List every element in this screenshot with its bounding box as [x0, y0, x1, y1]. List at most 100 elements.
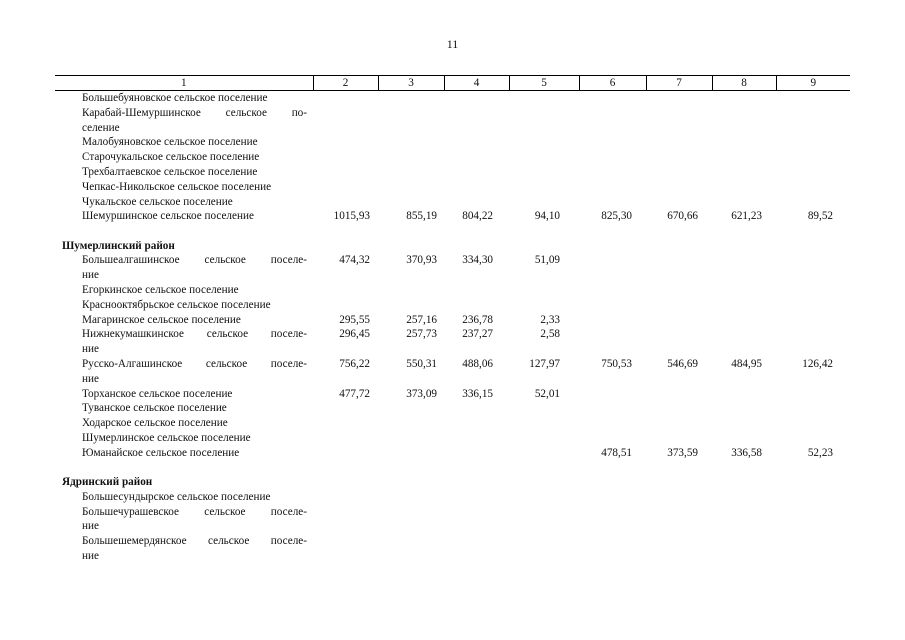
value-cell-col3 [378, 165, 444, 180]
value-cell-col7 [646, 253, 712, 268]
value-cell-col6 [579, 401, 646, 416]
value-cell-col5: 2,58 [540, 328, 560, 341]
value-cell-col9 [776, 313, 850, 328]
table-row: Большечурашевское сельское поселе- [55, 505, 850, 520]
value-cell-col9 [776, 387, 850, 402]
page-number: 11 [446, 37, 459, 51]
table-row: Магаринское сельское поселение 295,55 257,… [55, 313, 850, 328]
value-cell-col8 [712, 519, 776, 534]
table-row: ние [55, 342, 850, 357]
value-cell-col4 [444, 549, 509, 564]
value-cell-col3 [378, 549, 444, 564]
value-cell-col3 [378, 431, 444, 446]
value-cell-col6: 478,51 [601, 446, 632, 459]
settlement-name: Туванское сельское поселение [82, 402, 227, 415]
value-cell-col8 [712, 505, 776, 520]
value-cell-col3 [378, 150, 444, 165]
value-cell-col5: 2,33 [540, 313, 560, 326]
value-cell-col2 [313, 150, 378, 165]
value-cell-col5 [509, 298, 579, 313]
value-cell-col2 [313, 342, 378, 357]
column-header-7: 7 [645, 75, 712, 91]
value-cell-col4 [444, 195, 509, 210]
value-cell-col9: 52,23 [807, 446, 833, 459]
value-cell-col5 [509, 490, 579, 505]
value-cell-col7 [646, 416, 712, 431]
settlement-name: ние [82, 269, 99, 282]
value-cell-col7 [646, 135, 712, 150]
column-header-2: 2 [312, 75, 378, 91]
value-cell-col3 [378, 106, 444, 121]
value-cell-col6 [579, 431, 646, 446]
table-row: Шумерлинское сельское поселение [55, 431, 850, 446]
value-cell-col4 [444, 534, 509, 549]
value-cell-col7 [646, 327, 712, 342]
column-header-4: 4 [443, 75, 509, 91]
value-cell-col5 [509, 446, 579, 461]
value-cell-col6 [579, 313, 646, 328]
value-cell-col6 [579, 283, 646, 298]
value-cell-col7 [646, 283, 712, 298]
value-cell-col7 [646, 401, 712, 416]
value-cell-col3 [378, 283, 444, 298]
value-cell-col9 [776, 180, 850, 195]
value-cell-col2 [313, 519, 378, 534]
value-cell-col5: 94,10 [534, 210, 560, 223]
value-cell-col8 [712, 549, 776, 564]
value-cell-col2 [313, 135, 378, 150]
value-cell-col4: 236,78 [462, 313, 493, 326]
value-cell-col4: 334,30 [462, 254, 493, 267]
value-cell-col7: 546,69 [667, 357, 698, 370]
value-cell-col7 [646, 313, 712, 328]
settlement-name: Чукальское сельское поселение [82, 195, 233, 208]
value-cell-col9 [776, 91, 850, 106]
value-cell-col6 [579, 165, 646, 180]
settlement-name: селение [82, 121, 120, 134]
value-cell-col5 [509, 549, 579, 564]
value-cell-col8: 621,23 [731, 210, 762, 223]
value-cell-col6 [579, 195, 646, 210]
value-cell-col9 [776, 431, 850, 446]
value-cell-col6 [579, 416, 646, 431]
spacer [55, 461, 850, 475]
value-cell-col2: 756,22 [339, 357, 370, 370]
value-cell-col8 [712, 135, 776, 150]
value-cell-col4: 804,22 [462, 210, 493, 223]
value-cell-col5 [509, 106, 579, 121]
table-row: Большебуяновское сельское поселение [55, 91, 850, 106]
value-cell-col2 [313, 106, 378, 121]
table-row: Егоркинское сельское поселение [55, 283, 850, 298]
value-cell-col4 [444, 106, 509, 121]
value-cell-col4 [444, 401, 509, 416]
value-cell-col5 [509, 372, 579, 387]
value-cell-col5 [509, 283, 579, 298]
value-cell-col8 [712, 387, 776, 402]
value-cell-col3 [378, 446, 444, 461]
value-cell-col9 [776, 534, 850, 549]
value-cell-col3: 373,09 [406, 387, 437, 400]
value-cell-col4 [444, 180, 509, 195]
value-cell-col4 [444, 519, 509, 534]
value-cell-col8 [712, 180, 776, 195]
value-cell-col8: 336,58 [731, 446, 762, 459]
value-cell-col3 [378, 195, 444, 210]
value-cell-col3 [378, 401, 444, 416]
table-row: ние [55, 519, 850, 534]
value-cell-col7: 670,66 [667, 210, 698, 223]
value-cell-col7 [646, 387, 712, 402]
table-row: селение [55, 121, 850, 136]
district-name: Шумерлинский район [62, 239, 175, 252]
value-cell-col3 [378, 490, 444, 505]
value-cell-col9 [776, 165, 850, 180]
value-cell-col4: 336,15 [462, 387, 493, 400]
value-cell-col2: 296,45 [339, 328, 370, 341]
settlement-name: Большешемердянское сельское поселе- [82, 535, 307, 548]
spacer-row [55, 224, 850, 238]
value-cell-col9 [776, 519, 850, 534]
value-cell-col4 [444, 268, 509, 283]
value-cell-col2 [313, 180, 378, 195]
value-cell-col2 [313, 505, 378, 520]
value-cell-col6 [579, 268, 646, 283]
value-cell-col2: 295,55 [339, 313, 370, 326]
